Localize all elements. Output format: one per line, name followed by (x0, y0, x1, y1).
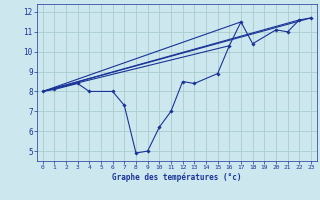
X-axis label: Graphe des températures (°c): Graphe des températures (°c) (112, 173, 242, 182)
